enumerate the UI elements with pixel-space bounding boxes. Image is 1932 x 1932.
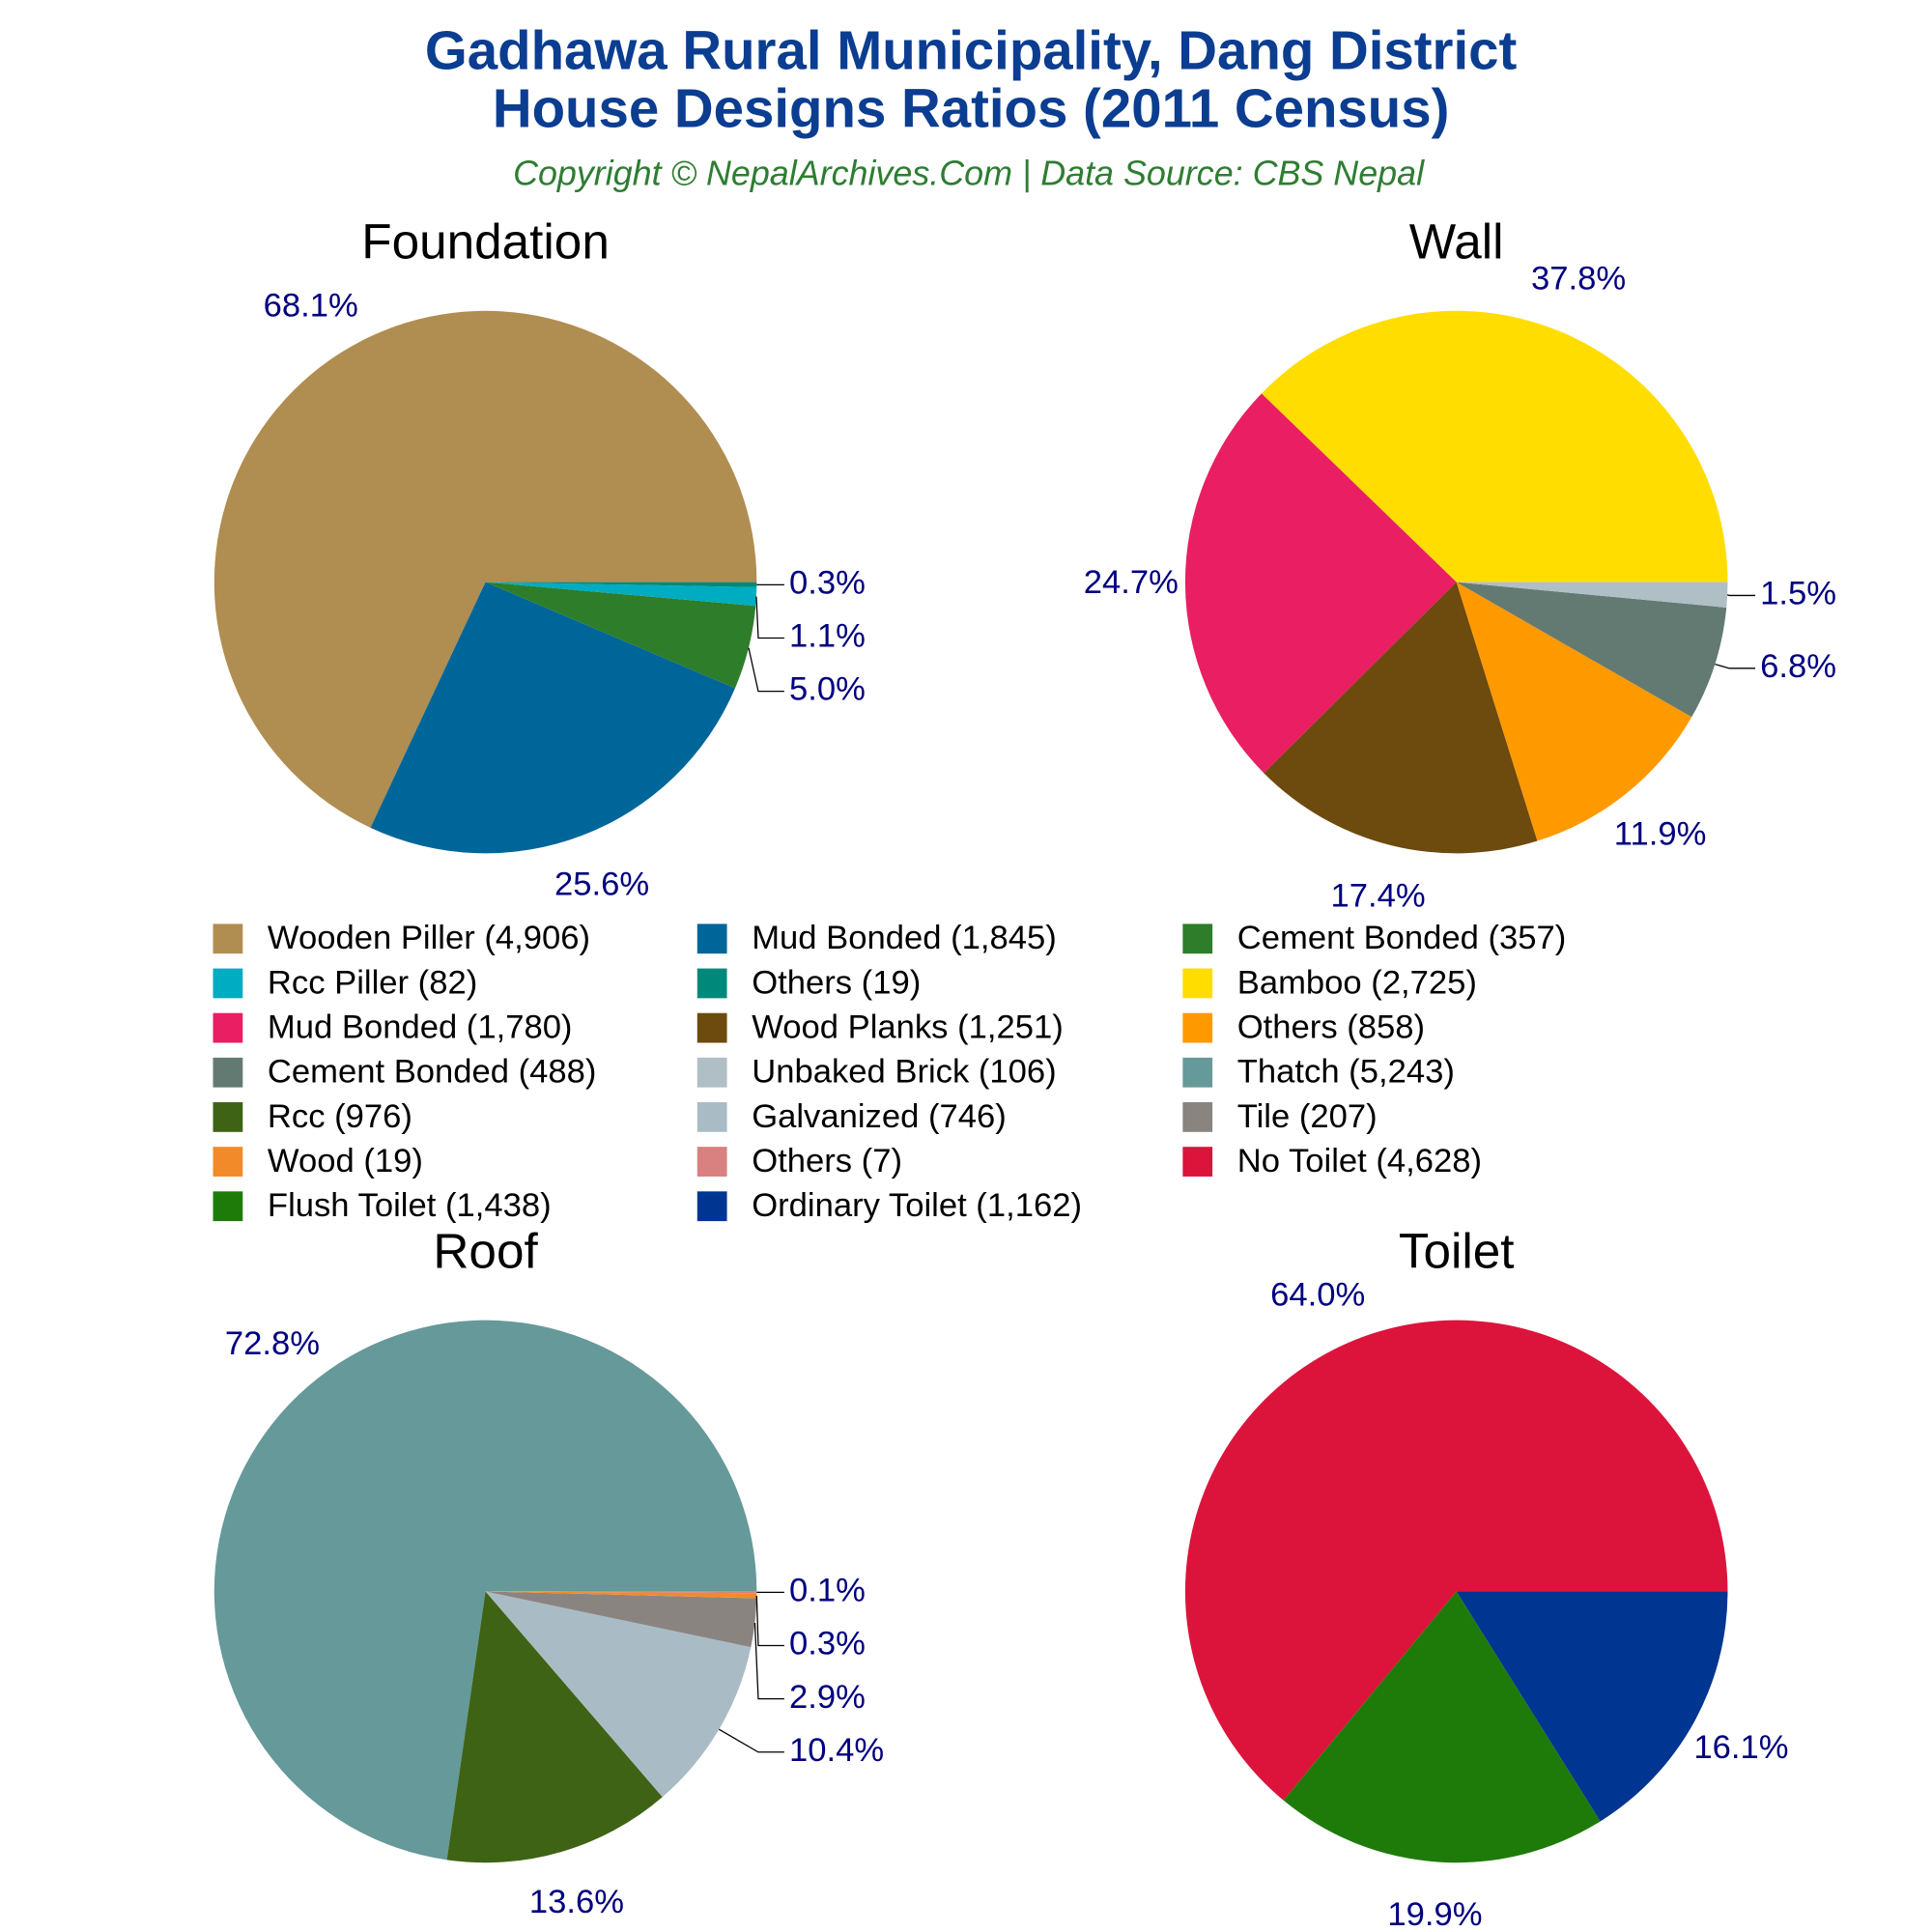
value-label: 68.1% (264, 287, 358, 324)
pie-slice (1456, 582, 1692, 841)
legend-label: Rcc (976) (268, 1098, 412, 1135)
pie-title: Wall (1409, 213, 1504, 269)
legend-swatch (696, 1147, 727, 1177)
legend-swatch (213, 1147, 243, 1177)
value-label: 13.6% (529, 1884, 624, 1920)
pie-slice (1184, 1320, 1728, 1801)
legend-label: Bamboo (2,725) (1237, 964, 1477, 1001)
pie-title: Toilet (1399, 1223, 1515, 1278)
value-label: 0.1% (789, 1573, 866, 1609)
legend-label: Galvanized (746) (752, 1098, 1007, 1135)
leader-line (1715, 663, 1756, 669)
legend-swatch (1182, 968, 1213, 999)
value-label: 1.5% (1760, 576, 1836, 612)
value-label: 17.4% (1330, 878, 1425, 915)
leader-line (755, 1595, 784, 1647)
legend-swatch (1182, 1147, 1213, 1177)
pie-slice (485, 1591, 757, 1594)
value-label: 24.7% (1084, 564, 1179, 601)
title: House Designs Ratios (2011 Census) (493, 78, 1450, 139)
legend-label: Cement Bonded (357) (1237, 920, 1567, 956)
value-label: 1.1% (789, 618, 866, 655)
value-label: 5.0% (789, 671, 866, 708)
legend-swatch (213, 1191, 243, 1222)
pie-slice (446, 1591, 663, 1863)
legend-swatch (1182, 1012, 1213, 1043)
value-label: 0.3% (789, 564, 866, 601)
value-label: 11.9% (1614, 815, 1707, 852)
value-label: 25.6% (554, 866, 649, 902)
legend-label: Tile (207) (1237, 1098, 1378, 1135)
legend-label: Unbaked Brick (106) (752, 1054, 1056, 1091)
legend-label: Thatch (5,243) (1237, 1054, 1455, 1091)
legend-label: Flush Toilet (1,438) (268, 1187, 552, 1224)
legend-swatch (696, 968, 727, 999)
pie-slice (485, 1591, 757, 1648)
leader-line (1726, 594, 1756, 597)
legend-label: Others (858) (1237, 1009, 1425, 1046)
legend-label: Wood (19) (268, 1143, 423, 1179)
pie-slice (213, 310, 757, 828)
pie-slice (485, 582, 757, 587)
value-label: 37.8% (1531, 260, 1626, 297)
value-label: 72.8% (225, 1325, 320, 1362)
leader-line (753, 1622, 784, 1700)
legend-swatch (696, 1012, 727, 1043)
pie-slice (485, 582, 757, 607)
legend-swatch (1182, 923, 1213, 954)
pie-slice (1261, 310, 1728, 582)
legend-swatch (696, 1102, 727, 1132)
legend-swatch (696, 1191, 727, 1222)
value-label: 16.1% (1693, 1729, 1788, 1766)
legend-label: Cement Bonded (488) (268, 1054, 597, 1091)
legend-label: Rcc Piller (82) (268, 964, 477, 1001)
legend-swatch (1182, 1057, 1213, 1088)
legend-label: Others (19) (752, 964, 921, 1001)
pie-title: Roof (433, 1223, 538, 1278)
legend-swatch (696, 1057, 727, 1088)
value-label: 64.0% (1270, 1277, 1365, 1314)
legend-label: Mud Bonded (1,780) (268, 1009, 573, 1046)
legend-swatch (213, 1057, 243, 1088)
legend-label: Ordinary Toilet (1,162) (752, 1187, 1082, 1224)
subtitle: Copyright © NepalArchives.Com | Data Sou… (513, 155, 1425, 193)
pie-slice (485, 1591, 757, 1599)
legend-swatch (213, 1102, 243, 1132)
value-label: 10.4% (789, 1732, 884, 1769)
pie-slice (370, 582, 735, 854)
pie-slice (1456, 1591, 1728, 1822)
pie-slice (1184, 393, 1457, 774)
legend-label: Mud Bonded (1,845) (752, 920, 1057, 956)
pie-slice (1456, 582, 1728, 608)
pie-slice (1283, 1591, 1601, 1863)
value-label: 19.9% (1387, 1896, 1482, 1932)
legend-label: Others (7) (752, 1143, 902, 1179)
pie-slice (485, 1591, 752, 1798)
legend-label: Wood Planks (1,251) (752, 1009, 1064, 1046)
value-label: 0.3% (789, 1626, 866, 1662)
legend-label: Wooden Piller (4,906) (268, 920, 590, 956)
value-label: 2.9% (789, 1679, 866, 1716)
legend-swatch (1182, 1102, 1213, 1132)
legend-swatch (213, 923, 243, 954)
legend-swatch (213, 1012, 243, 1043)
pie-slice (213, 1320, 757, 1861)
leader-line (755, 596, 784, 639)
leader-line (748, 647, 784, 693)
legend-label: No Toilet (4,628) (1237, 1143, 1482, 1179)
title: Gadhawa Rural Municipality, Dang Distric… (425, 19, 1518, 80)
pie-title: Foundation (361, 213, 610, 269)
legend-swatch (213, 968, 243, 999)
value-label: 6.8% (1760, 648, 1836, 685)
pie-slice (485, 582, 756, 689)
pie-slice (1456, 582, 1727, 718)
leader-line (718, 1728, 784, 1753)
legend-swatch (696, 923, 727, 954)
pie-slice (1264, 582, 1538, 854)
